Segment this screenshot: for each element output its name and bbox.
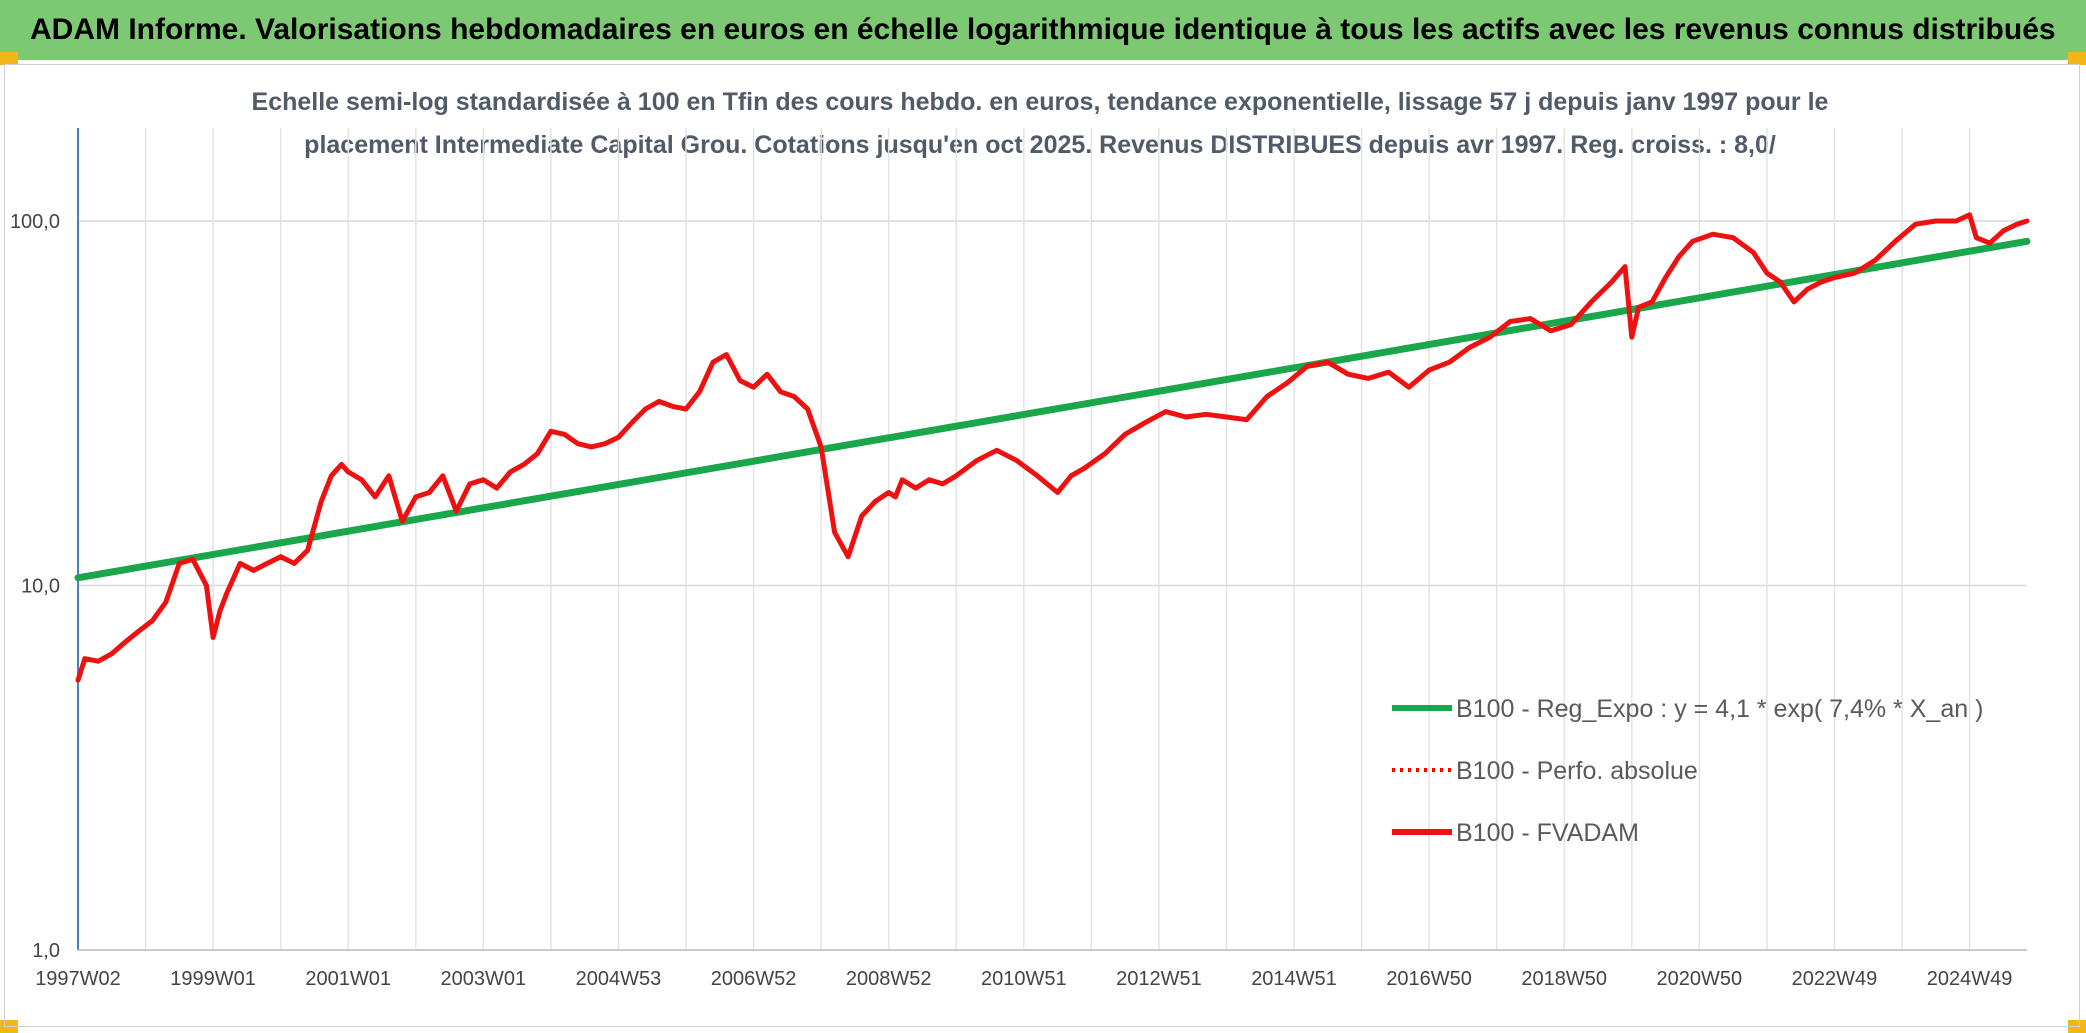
x-tick-label: 2008W52 [846,968,932,990]
x-tick-label: 2010W51 [981,968,1067,990]
x-tick-label: 1999W01 [170,968,256,990]
x-tick-label: 2016W50 [1386,968,1472,990]
x-tick-label: 2022W49 [1792,968,1878,990]
x-tick-label: 2003W01 [441,968,527,990]
x-tick-label: 2014W51 [1251,968,1337,990]
x-tick-label: 2004W53 [576,968,662,990]
x-tick-label: 1997W02 [35,968,121,990]
series-line-0 [74,237,2031,582]
x-tick-label: 2001W01 [305,968,391,990]
x-tick-label: 2020W50 [1657,968,1743,990]
corner-marker-top-right [2068,52,2086,65]
corner-marker-top-left [0,52,18,65]
axes [77,128,2027,951]
y-tick-label: 1,0 [32,940,60,962]
report-title-banner: ADAM Informe. Valorisations hebdomadaire… [0,0,2086,60]
series-line-2 [75,212,2030,683]
x-tick-label: 2024W49 [1927,968,2013,990]
legend-label: B100 - FVADAM [1456,819,1639,847]
series-layer [74,212,2031,683]
chart-frame [4,64,2080,1027]
chart-subtitle-line-1: Echelle semi-log standardisée à 100 en T… [251,88,1829,116]
y-tick-label: 100,0 [10,211,60,233]
x-tick-label: 2018W50 [1521,968,1607,990]
tick-labels: 1,0 10,0 100,0 1997W02 1999W01 2001W01 2003W01… [10,211,2012,990]
grid-lines [77,128,2027,951]
chart-subtitle-line-2: placement Intermediate Capital Grou. Cot… [304,131,1776,159]
legend: B100 - Reg_Expo : y = 4,1 * exp( 7,4% * … [1392,695,1983,847]
y-tick-label: 10,0 [21,576,60,598]
x-tick-label: 2006W52 [711,968,797,990]
legend-label: B100 - Reg_Expo : y = 4,1 * exp( 7,4% * … [1456,695,1983,723]
x-tick-label: 2012W51 [1116,968,1202,990]
legend-label: B100 - Perfo. absolue [1456,757,1698,785]
